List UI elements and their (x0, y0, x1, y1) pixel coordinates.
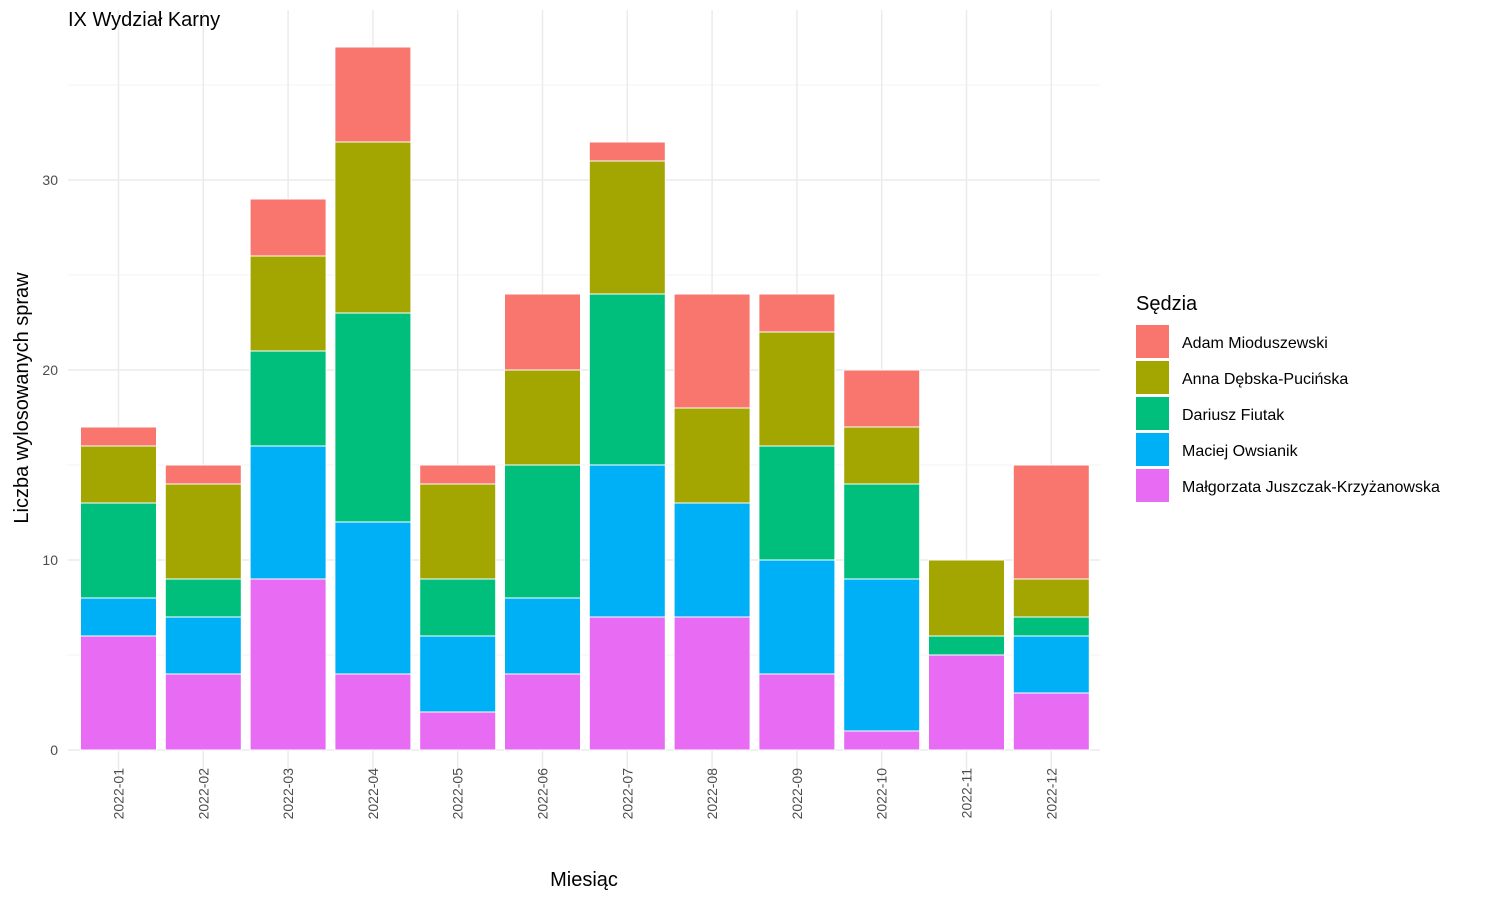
bar-segment (249, 578, 327, 751)
y-axis-title: Liczba wylosowanych spraw (11, 272, 33, 524)
bar-segment (334, 673, 412, 751)
x-tick-label: 2022-03 (280, 768, 296, 820)
bar-segment (1012, 616, 1090, 637)
bar-segment (80, 635, 157, 751)
x-tick-label: 2022-12 (1043, 768, 1059, 820)
bar-segment (843, 426, 921, 485)
x-axis-title: Miesiąc (550, 869, 618, 891)
legend-swatch (1136, 469, 1169, 502)
bars (80, 46, 1090, 751)
legend-title: Sędzia (1136, 293, 1198, 315)
x-tick-label: 2022-01 (111, 768, 127, 820)
bar-segment (758, 445, 836, 561)
bar-segment (504, 464, 581, 599)
legend-swatch (1136, 433, 1169, 466)
bar-segment (928, 635, 1005, 656)
bar-segment (1012, 578, 1090, 618)
bar-segment (1012, 692, 1090, 751)
bar-segment (673, 293, 751, 409)
bar-segment (164, 673, 242, 751)
bar-segment (758, 559, 836, 675)
bar-segment (1012, 635, 1090, 694)
bar-segment (419, 635, 497, 713)
legend-label: Maciej Owsianik (1182, 443, 1299, 460)
bar-segment (504, 293, 581, 371)
legend-label: Dariusz Fiutak (1182, 407, 1285, 424)
bar-segment (249, 255, 327, 352)
x-tick-label: 2022-06 (535, 768, 551, 820)
x-tick-label: 2022-10 (874, 768, 890, 820)
bar-segment (80, 426, 157, 447)
bar-segment (673, 502, 751, 618)
bar-segment (419, 483, 497, 580)
bar-segment (249, 445, 327, 580)
bar-segment (80, 597, 157, 637)
y-tick-label: 30 (42, 172, 58, 188)
bar-segment (164, 578, 242, 618)
bar-segment (164, 483, 242, 580)
x-axis-ticks: 2022-01 2022-02 2022-03 2022-04 2022-05 2022-… (111, 768, 1060, 820)
x-tick-label: 2022-04 (365, 768, 381, 820)
x-tick-label: 2022-07 (619, 768, 635, 820)
bar-segment (758, 293, 836, 333)
legend-label: Anna Dębska-Pucińska (1182, 371, 1348, 388)
bar-segment (80, 445, 157, 504)
x-tick-label: 2022-05 (450, 768, 466, 820)
legend-swatch (1136, 325, 1169, 358)
bar-segment (588, 616, 666, 751)
bar-segment (249, 198, 327, 257)
bar-segment (164, 464, 242, 485)
bar-segment (419, 578, 497, 637)
x-tick-label: 2022-09 (789, 768, 805, 820)
bar-segment (504, 673, 581, 751)
bar-segment (588, 141, 666, 162)
bar-segment (928, 654, 1005, 751)
bar-segment (843, 483, 921, 580)
bar-segment (80, 502, 157, 599)
chart-title: IX Wydział Karny (68, 9, 220, 31)
y-tick-label: 0 (50, 742, 58, 758)
bar-segment (928, 559, 1005, 637)
bar-segment (334, 141, 412, 314)
y-axis-ticks: 0 10 20 30 (42, 172, 58, 758)
bar-segment (843, 730, 921, 751)
bar-segment (419, 464, 497, 485)
bar-segment (334, 521, 412, 675)
bar-segment (419, 711, 497, 751)
bar-segment (673, 616, 751, 751)
bar-segment (334, 312, 412, 523)
y-tick-label: 10 (42, 552, 58, 568)
bar-segment (504, 597, 581, 675)
bar-segment (758, 673, 836, 751)
x-tick-label: 2022-08 (704, 768, 720, 820)
bar-segment (164, 616, 242, 675)
legend-swatch (1136, 397, 1169, 430)
bar-segment (504, 369, 581, 466)
bar-segment (588, 464, 666, 618)
bar-segment (673, 407, 751, 504)
bar-segment (588, 293, 666, 466)
y-tick-label: 20 (42, 362, 58, 378)
legend-items: Adam Mioduszewski Anna Dębska-Pucińska Dar… (1136, 325, 1440, 502)
legend-swatch (1136, 361, 1169, 394)
bar-segment (249, 350, 327, 447)
bar-segment (588, 160, 666, 295)
x-tick-label: 2022-11 (959, 768, 975, 819)
bar-segment (843, 369, 921, 428)
legend-label: Adam Mioduszewski (1182, 335, 1328, 352)
legend-label: Małgorzata Juszczak-Krzyżanowska (1182, 479, 1440, 496)
legend: Sędzia Adam Mioduszewski Anna Dębska-Puci… (1136, 293, 1440, 502)
bar-segment (334, 46, 412, 143)
bar-segment (758, 331, 836, 447)
bar-segment (1012, 464, 1090, 580)
bar-segment (843, 578, 921, 732)
x-tick-label: 2022-02 (195, 768, 211, 820)
